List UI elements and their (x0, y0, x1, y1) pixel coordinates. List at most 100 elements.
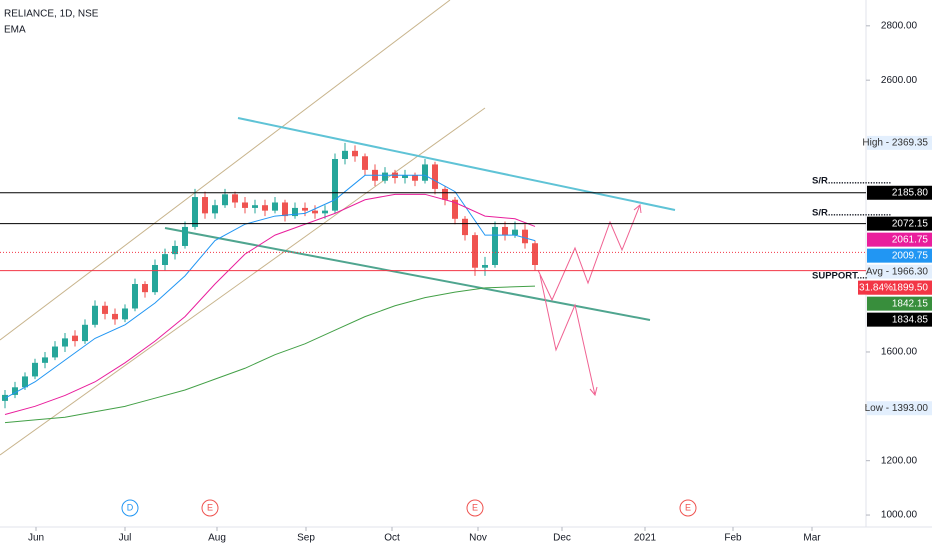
y-tick-label: 2800.00 (881, 20, 918, 31)
y-tick-label: 1000.00 (881, 510, 918, 521)
x-tick-label: Jun (28, 533, 44, 544)
candle-body (462, 218, 468, 236)
annotation: SUPPORT........ (812, 271, 878, 282)
price-label: 2072.15 (867, 216, 932, 231)
candle-body (382, 172, 388, 181)
trend-line (0, 107, 486, 456)
candle-body (182, 226, 188, 246)
candle-body (202, 197, 208, 214)
candle-body (192, 197, 198, 227)
price-label-box (867, 296, 932, 311)
candle-body (72, 335, 78, 342)
arrow-head (589, 386, 598, 397)
candle-body (322, 210, 328, 214)
candle-body (62, 338, 68, 347)
event-label: E (207, 502, 213, 512)
candle-body (172, 245, 178, 255)
price-label-text: 2185.80 (892, 187, 929, 198)
price-label-box (867, 248, 932, 263)
candle-body (472, 235, 478, 268)
candle-body (92, 305, 98, 325)
candle-body (362, 156, 368, 170)
candle-body (522, 229, 528, 244)
candle-body (282, 202, 288, 217)
price-label-box (867, 185, 932, 200)
projection-arrow (537, 204, 641, 302)
price-label-text: 1842.15 (892, 298, 929, 309)
candle-body (272, 202, 278, 211)
price-label: 2185.80 (867, 185, 932, 200)
price-label: 2061.75 (867, 232, 932, 247)
event-marker (121, 499, 139, 517)
candle-body (532, 243, 538, 265)
candle-body (402, 175, 408, 179)
candle-body (122, 308, 128, 320)
x-tick-label: Dec (553, 533, 571, 544)
candle-body (292, 207, 298, 217)
candle-body (12, 387, 18, 395)
candle-body (232, 194, 238, 203)
price-label: 1842.15 (867, 296, 932, 311)
ema-line (4, 174, 536, 399)
candle-body (492, 226, 498, 265)
price-label-text: 2072.15 (892, 218, 929, 229)
price-label-text: Low - 1393.00 (865, 403, 929, 414)
event-label: E (472, 502, 478, 512)
y-tick-label: 1600.00 (881, 347, 918, 358)
candle-body (302, 207, 308, 211)
candle-body (222, 194, 228, 206)
candle-body (312, 210, 318, 214)
price-label-box (867, 264, 932, 279)
price-label-box (867, 232, 932, 247)
candle-body (152, 264, 158, 293)
x-tick-label: Aug (208, 533, 226, 544)
price-label: 1899.5031.84%1899.50 (858, 280, 932, 295)
candle-body (32, 362, 38, 377)
ema-line (4, 285, 536, 424)
event-label: D (127, 502, 134, 512)
drawings (0, 0, 676, 456)
candle-body (352, 150, 358, 157)
price-label-box (867, 135, 932, 150)
indicator: EMA (4, 25, 26, 36)
candle-body (432, 164, 438, 189)
ema-line (4, 193, 536, 415)
price-label: Avg - 1966.30 (866, 264, 932, 279)
candle-body (512, 229, 518, 236)
annotation: S/R........................ (812, 208, 891, 219)
price-label-text: Avg - 1966.30 (866, 266, 929, 277)
candle-body (212, 205, 218, 214)
price-label: 2009.75 (867, 248, 932, 263)
x-tick-label: Sep (297, 533, 315, 544)
projection-arrow (539, 274, 596, 396)
candle-body (332, 158, 338, 211)
price-label-text: 2061.75 (892, 234, 929, 245)
candle-body (412, 175, 418, 181)
candle-body (142, 284, 148, 293)
price-label-text: 1834.85 (892, 314, 929, 325)
candle-body (132, 284, 138, 309)
annotation: S/R........................ (812, 176, 891, 187)
price-label: High - 2369.35 (862, 135, 932, 150)
symbol: RELIANCE, 1D, NSE (4, 9, 99, 20)
price-label-text: 1899.50 (892, 282, 929, 293)
x-tick-label: 2021 (634, 533, 657, 544)
x-tick-label: Feb (724, 533, 742, 544)
candle-body (82, 324, 88, 342)
price-label-box (867, 312, 932, 327)
y-tick-label: 1200.00 (881, 455, 918, 466)
candle-body (342, 150, 348, 159)
price-label-text: 2009.75 (892, 250, 929, 261)
x-tick-label: Nov (469, 533, 487, 544)
candle-body (52, 346, 58, 358)
price-label: Low - 1393.00 (865, 401, 932, 416)
price-label-box (894, 280, 932, 295)
event-label: E (685, 502, 691, 512)
candle-body (42, 357, 48, 363)
event-marker (201, 499, 219, 517)
candle-body (22, 376, 28, 388)
y-tick-label: 2600.00 (881, 75, 918, 86)
candle-body (262, 205, 268, 211)
